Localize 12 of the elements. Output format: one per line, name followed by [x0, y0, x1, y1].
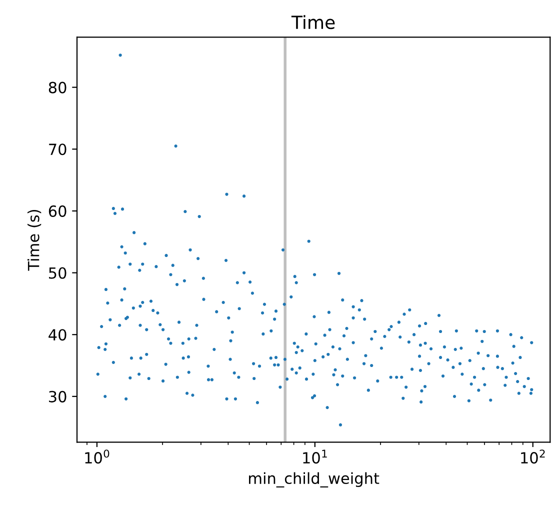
x-axis-title: min_child_weight — [249, 472, 380, 488]
y-tick-label: 60 — [48, 205, 66, 217]
x-tick-label: 10$^{1}$ — [303, 450, 327, 464]
chart-title: Time — [291, 15, 335, 30]
y-tick-label: 30 — [49, 390, 66, 402]
y-tick-label: 40 — [48, 329, 66, 341]
x-tick-label: 10$^{0}$ — [85, 450, 110, 464]
y-tick-label: 50 — [49, 267, 66, 279]
y-tick-label: 80 — [48, 82, 66, 94]
y-axis-title: Time (s) — [28, 210, 42, 271]
y-tick-label: 70 — [49, 144, 66, 156]
x-tick-label: 10$^{2}$ — [521, 450, 545, 464]
